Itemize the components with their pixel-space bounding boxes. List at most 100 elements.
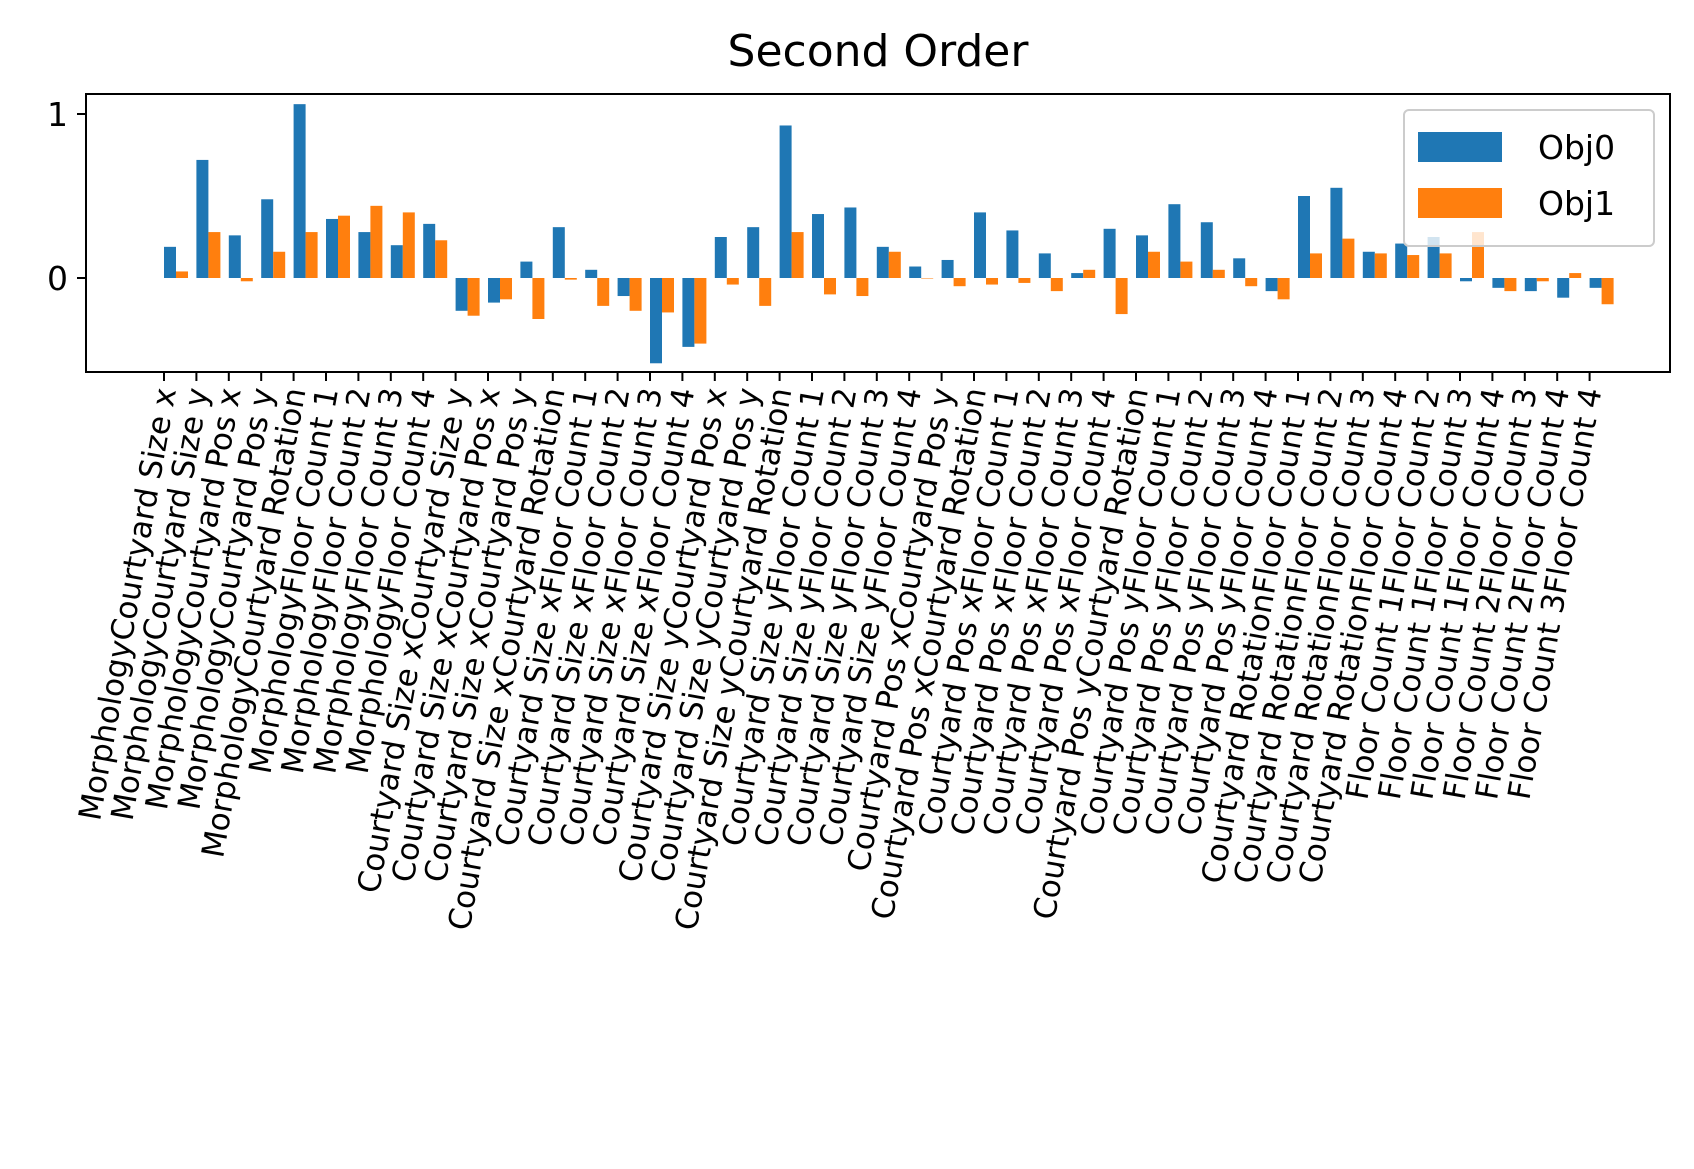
- bar-obj0-19: [779, 125, 792, 278]
- bar-obj1-4: [305, 232, 318, 278]
- bar-obj0-2: [228, 235, 241, 278]
- x-axis: MorphologyCourtyard Size xMorphologyCour…: [72, 372, 1609, 933]
- bar-obj0-27: [1038, 253, 1051, 278]
- bar-obj0-18: [747, 227, 760, 278]
- bar-obj0-9: [455, 278, 468, 311]
- bar-obj1-24: [953, 278, 966, 287]
- y-axis: 01: [47, 95, 86, 298]
- legend-box: [1403, 109, 1655, 247]
- bar-obj0-17: [714, 237, 727, 278]
- legend-label-obj0: Obj0: [1538, 128, 1615, 167]
- bar-obj0-28: [1071, 273, 1084, 278]
- bar-obj1-2: [240, 278, 253, 282]
- bar-obj1-31: [1180, 261, 1193, 278]
- legend-swatch-obj1: [1418, 188, 1502, 218]
- bar-obj0-39: [1427, 237, 1440, 278]
- bar-obj1-23: [921, 278, 934, 279]
- bars-layer: [164, 104, 1614, 364]
- bar-obj1-20: [824, 278, 836, 295]
- bar-obj1-39: [1439, 253, 1452, 278]
- bar-obj0-24: [941, 259, 954, 278]
- bar-obj1-9: [467, 278, 480, 316]
- bar-obj0-43: [1557, 278, 1570, 298]
- bar-obj1-1: [208, 232, 221, 278]
- bar-obj1-14: [629, 278, 642, 311]
- bar-obj0-25: [974, 212, 986, 278]
- bar-obj0-7: [390, 245, 403, 278]
- y-tick-label-0: 0: [47, 259, 68, 298]
- bar-obj0-41: [1492, 278, 1505, 288]
- bar-obj0-0: [164, 246, 176, 278]
- bar-obj1-0: [176, 271, 188, 278]
- y-tick-label-1: 1: [47, 95, 68, 134]
- bar-obj1-7: [402, 212, 415, 278]
- bar-obj0-30: [1136, 235, 1148, 278]
- bar-obj1-27: [1050, 278, 1063, 292]
- bar-obj1-33: [1245, 278, 1258, 287]
- legend: Obj0 Obj1: [1403, 109, 1655, 247]
- legend-label-obj1: Obj1: [1538, 184, 1615, 223]
- bar-obj1-10: [500, 278, 512, 300]
- bar-obj1-11: [532, 278, 545, 319]
- chart-title: Second Order: [728, 26, 1030, 77]
- bar-obj1-36: [1342, 238, 1355, 278]
- bar-obj0-13: [585, 269, 598, 278]
- bar-obj1-5: [338, 215, 350, 278]
- bar-obj1-16: [694, 278, 707, 344]
- bar-obj1-42: [1536, 278, 1549, 282]
- bar-obj1-18: [759, 278, 772, 306]
- bar-obj0-35: [1298, 196, 1310, 278]
- bar-obj1-3: [273, 251, 286, 278]
- bar-obj1-12: [564, 278, 577, 280]
- bar-obj1-34: [1277, 278, 1290, 300]
- bar-obj1-44: [1601, 278, 1614, 305]
- bar-obj0-32: [1200, 222, 1213, 278]
- bar-obj1-35: [1310, 253, 1322, 278]
- bar-obj1-8: [435, 240, 448, 278]
- bar-obj1-22: [888, 251, 901, 278]
- bar-obj0-26: [1006, 230, 1019, 278]
- bar-obj1-29: [1115, 278, 1128, 315]
- bar-obj1-17: [726, 278, 739, 285]
- bar-obj1-37: [1374, 253, 1387, 278]
- bar-obj0-4: [293, 104, 306, 278]
- bar-obj1-6: [370, 205, 383, 278]
- bar-obj0-44: [1589, 278, 1602, 288]
- bar-obj0-14: [617, 278, 630, 297]
- bar-obj1-15: [662, 278, 674, 313]
- bar-obj0-21: [844, 207, 857, 278]
- bar-obj0-40: [1460, 278, 1472, 282]
- bar-obj0-15: [650, 278, 662, 364]
- bar-obj1-26: [1018, 278, 1031, 283]
- bar-obj1-19: [791, 232, 804, 278]
- bar-obj1-30: [1148, 251, 1160, 278]
- bar-obj0-6: [358, 232, 371, 278]
- bar-obj1-32: [1212, 269, 1225, 278]
- bar-obj1-41: [1504, 278, 1517, 292]
- bar-obj0-16: [682, 278, 695, 347]
- bar-obj0-29: [1103, 228, 1116, 278]
- legend-swatch-obj0: [1418, 132, 1502, 162]
- bar-obj0-36: [1330, 187, 1343, 278]
- bar-obj1-25: [986, 278, 998, 285]
- bar-obj1-13: [597, 278, 610, 306]
- bar-obj0-42: [1524, 278, 1537, 292]
- bar-obj1-38: [1407, 255, 1420, 278]
- bar-obj0-33: [1233, 258, 1246, 278]
- bar-obj0-3: [261, 199, 274, 278]
- bar-obj1-43: [1569, 273, 1582, 278]
- bar-obj0-31: [1168, 204, 1181, 278]
- bar-obj0-20: [812, 214, 824, 278]
- bar-obj1-21: [856, 278, 869, 297]
- bar-obj0-23: [909, 266, 922, 278]
- bar-obj1-28: [1083, 269, 1096, 278]
- bar-obj0-1: [196, 159, 209, 278]
- bar-obj0-11: [520, 261, 533, 278]
- bar-obj0-22: [876, 246, 889, 278]
- bar-obj0-8: [423, 223, 436, 278]
- bar-obj0-5: [326, 218, 338, 278]
- bar-obj0-34: [1265, 278, 1278, 292]
- bar-obj0-12: [552, 227, 565, 278]
- bar-obj0-38: [1395, 243, 1408, 278]
- bar-obj0-10: [488, 278, 500, 303]
